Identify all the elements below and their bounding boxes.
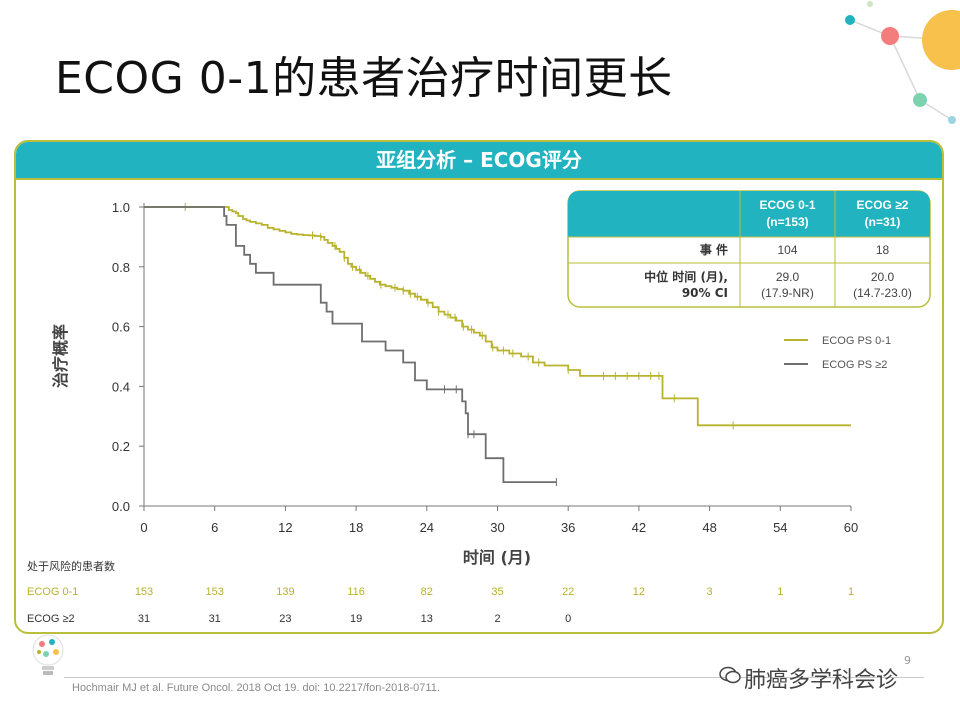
risk-table-cell: 1	[777, 586, 783, 598]
stats-table-row-label: 事 件	[700, 242, 728, 257]
stats-table-header: (n=153)	[766, 215, 808, 229]
stats-table-header-bg	[568, 191, 930, 237]
legend-label: ECOG PS 0-1	[822, 335, 891, 347]
risk-table-cell: 116	[347, 586, 365, 598]
stats-table-cell: (17.9-NR)	[761, 286, 814, 300]
wechat-icon	[719, 666, 741, 684]
risk-table-cell: 13	[421, 613, 433, 625]
km-curve-ecog-2	[144, 206, 557, 483]
legend-label: ECOG PS ≥2	[822, 359, 887, 371]
x-axis-label: 时间 (月)	[463, 548, 531, 567]
stats-table-row-label: 中位 时间 (月),	[644, 269, 728, 284]
x-tick-label: 30	[490, 520, 504, 535]
x-tick-label: 18	[349, 520, 363, 535]
citation-text: Hochmair MJ et al. Future Oncol. 2018 Oc…	[72, 682, 440, 694]
risk-table-cell: 12	[633, 586, 645, 598]
risk-table-cell: 153	[135, 586, 153, 598]
page-number: 9	[904, 654, 911, 667]
slide-title: ECOG 0-1的患者治疗时间更长	[55, 53, 673, 104]
y-tick-label: 1.0	[112, 200, 130, 215]
y-axis-label: 治疗概率	[51, 324, 70, 388]
molecule-decoration	[845, 1, 960, 124]
stats-table-header: (n=31)	[865, 215, 901, 229]
x-tick-label: 36	[561, 520, 575, 535]
y-tick-label: 0.2	[112, 439, 130, 454]
risk-table-cell: 3	[707, 586, 713, 598]
risk-table-cell: 1	[848, 586, 854, 598]
footer-divider	[64, 677, 924, 678]
risk-table-cell: 0	[565, 613, 571, 625]
x-tick-label: 54	[773, 520, 787, 535]
y-tick-label: 0.6	[112, 320, 130, 335]
panel-title: 亚组分析 – ECOG评分	[16, 142, 942, 180]
stats-table-cell: 18	[876, 243, 890, 257]
stats-table-cell: 104	[777, 243, 797, 257]
y-tick-label: 0.8	[112, 260, 130, 275]
risk-table-title: 处于风险的患者数	[27, 559, 115, 573]
km-curve-ecog-0-1	[144, 206, 851, 427]
risk-table-cell: 22	[562, 586, 574, 598]
y-tick-label: 0.0	[112, 499, 130, 514]
risk-table-row-label: ECOG ≥2	[27, 613, 75, 625]
risk-table-cell: 2	[494, 613, 500, 625]
stats-table-header: ECOG ≥2	[857, 198, 909, 212]
stats-table-row-label: 90% CI	[682, 286, 728, 300]
risk-table-cell: 153	[206, 586, 224, 598]
lightbulb-logo-icon	[32, 634, 64, 675]
x-tick-label: 42	[632, 520, 646, 535]
x-tick-label: 6	[211, 520, 218, 535]
stats-table-cell: 29.0	[776, 270, 800, 284]
watermark-text: 肺癌多学科会诊	[744, 668, 899, 693]
stats-table-cell: (14.7-23.0)	[853, 286, 912, 300]
risk-table-cell: 82	[421, 586, 433, 598]
x-tick-label: 12	[278, 520, 292, 535]
risk-table-cell: 35	[491, 586, 503, 598]
risk-table-cell: 139	[276, 586, 294, 598]
risk-table-cell: 31	[138, 613, 150, 625]
x-tick-label: 0	[140, 520, 147, 535]
stats-table-header: ECOG 0-1	[759, 198, 815, 212]
risk-table-cell: 19	[350, 613, 362, 625]
risk-table-cell: 23	[279, 613, 291, 625]
x-tick-label: 24	[420, 520, 434, 535]
x-tick-label: 60	[844, 520, 858, 535]
stats-table-cell: 20.0	[871, 270, 895, 284]
subgroup-panel: 亚组分析 – ECOG评分	[14, 140, 944, 634]
y-tick-label: 0.4	[112, 379, 130, 394]
risk-table-row-label: ECOG 0-1	[27, 586, 78, 598]
x-tick-label: 48	[702, 520, 716, 535]
risk-table-cell: 31	[209, 613, 221, 625]
